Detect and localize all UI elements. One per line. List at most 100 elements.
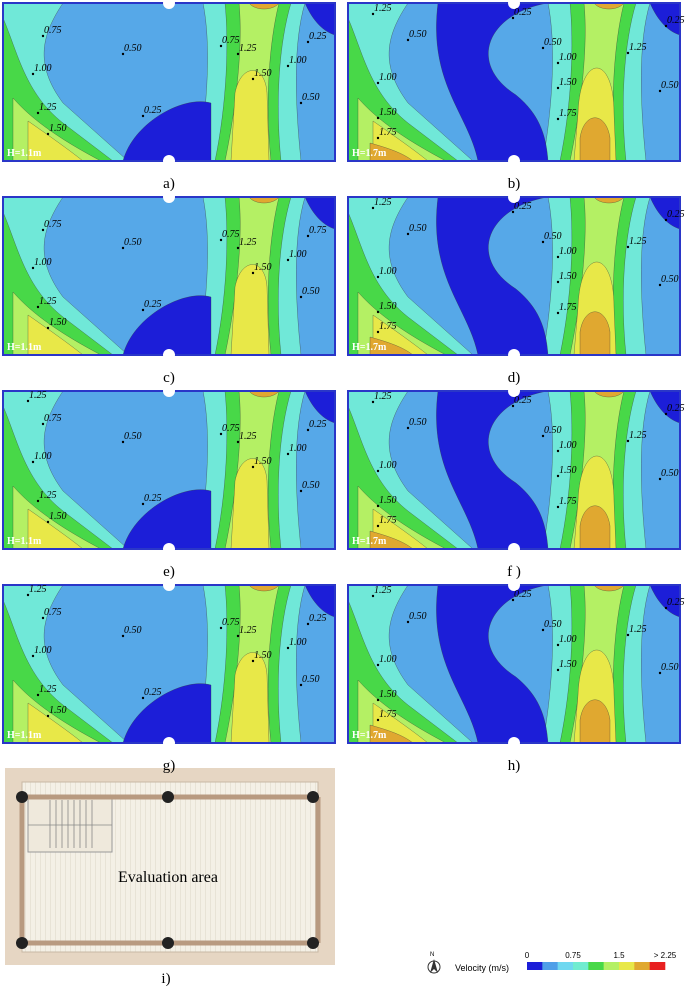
contour-label: 1.00 bbox=[289, 637, 307, 648]
legend-swatch bbox=[557, 962, 574, 970]
contour-label: 1.25 bbox=[374, 391, 392, 402]
contour-label: 0.25 bbox=[514, 7, 532, 18]
contour-region bbox=[122, 489, 212, 550]
contour-dot bbox=[371, 400, 375, 404]
contour-label: 0.50 bbox=[544, 37, 562, 48]
height-label: H=1.7m bbox=[352, 730, 387, 741]
contour-label: 1.00 bbox=[379, 654, 397, 665]
contour-region bbox=[122, 683, 212, 744]
contour-label: 1.50 bbox=[49, 705, 67, 716]
height-label: H=1.1m bbox=[7, 342, 42, 353]
contour-dot bbox=[121, 52, 125, 56]
contour-dot bbox=[511, 598, 515, 602]
contour-dot bbox=[31, 460, 35, 464]
legend-swatch bbox=[649, 962, 666, 970]
contour-region bbox=[579, 311, 611, 356]
contour-dot bbox=[299, 489, 303, 493]
contour-label: 0.25 bbox=[144, 299, 162, 310]
contour-dot bbox=[236, 246, 240, 250]
contour-dot bbox=[556, 255, 560, 259]
contour-label: 0.50 bbox=[409, 611, 427, 622]
legend: N Velocity (m/s) 0 0.75 1.5 > 2.25 bbox=[427, 951, 677, 974]
contour-dot bbox=[658, 89, 662, 93]
contour-label: 0.75 bbox=[44, 413, 62, 424]
contour-label: 1.25 bbox=[374, 585, 392, 596]
contour-label: 0.50 bbox=[302, 674, 320, 685]
contour-dot bbox=[556, 117, 560, 121]
contour-dot bbox=[306, 234, 310, 238]
contour-label: 1.75 bbox=[379, 515, 397, 526]
legend-tick: 0.75 bbox=[565, 951, 581, 960]
contour-label: 0.50 bbox=[409, 223, 427, 234]
contour-panel: 1.25 0.25 0.50 0.50 1.00 1.25 0.25 1.00 1.50 0.50… bbox=[347, 579, 685, 749]
contour-label: 1.50 bbox=[559, 659, 577, 670]
contour-label: 0.50 bbox=[661, 662, 679, 673]
contour-region bbox=[579, 505, 611, 550]
contour-dot bbox=[251, 659, 255, 663]
contour-label: 0.75 bbox=[222, 229, 240, 240]
contour-label: 1.00 bbox=[379, 266, 397, 277]
contour-label: 1.75 bbox=[379, 127, 397, 138]
notch bbox=[508, 385, 520, 397]
contour-label: 0.25 bbox=[144, 687, 162, 698]
contour-label: 0.25 bbox=[309, 613, 327, 624]
contour-dot bbox=[286, 64, 290, 68]
contour-dot bbox=[556, 474, 560, 478]
panel-label: a) bbox=[163, 176, 175, 192]
contour-label: 1.75 bbox=[559, 496, 577, 507]
panel-label: d) bbox=[508, 370, 521, 386]
notch bbox=[508, 191, 520, 203]
contour-panel: 0.750.500.751.251.000.251.500.501.000.25… bbox=[2, 579, 336, 749]
contour-label: 1.25 bbox=[629, 42, 647, 53]
contour-dot bbox=[556, 668, 560, 672]
contour-dot bbox=[556, 280, 560, 284]
contour-dot bbox=[406, 38, 410, 42]
contour-label: 0.50 bbox=[544, 425, 562, 436]
contour-dot bbox=[511, 16, 515, 20]
legend-swatch bbox=[619, 962, 635, 970]
contour-label: 0.50 bbox=[409, 417, 427, 428]
contour-dot bbox=[376, 663, 380, 667]
panel-label: g) bbox=[163, 758, 176, 774]
contour-dot bbox=[121, 634, 125, 638]
notch bbox=[508, 737, 520, 749]
contour-label: 1.25 bbox=[239, 43, 257, 54]
contour-label: 1.25 bbox=[39, 296, 57, 307]
contour-label: 1.00 bbox=[34, 63, 52, 74]
legend-swatch bbox=[527, 962, 543, 970]
contour-dot bbox=[251, 465, 255, 469]
contour-label: 1.75 bbox=[379, 709, 397, 720]
contour-dot bbox=[406, 232, 410, 236]
contour-dot bbox=[376, 469, 380, 473]
contour-dot bbox=[299, 295, 303, 299]
contour-dot bbox=[141, 308, 145, 312]
contour-dot bbox=[626, 51, 630, 55]
contour-dot bbox=[251, 77, 255, 81]
contour-label: 1.00 bbox=[34, 451, 52, 462]
contour-dot bbox=[511, 404, 515, 408]
contour-dot bbox=[664, 412, 668, 416]
contour-dot bbox=[376, 330, 380, 334]
contour-dot bbox=[236, 52, 240, 56]
contour-dot bbox=[306, 428, 310, 432]
notch bbox=[163, 543, 175, 555]
contour-dot bbox=[376, 116, 380, 120]
contour-label: 1.25 bbox=[374, 3, 392, 14]
contour-label: 0.75 bbox=[44, 219, 62, 230]
contour-label: 0.25 bbox=[667, 209, 685, 220]
contour-label: 1.00 bbox=[34, 257, 52, 268]
contour-label: 0.50 bbox=[544, 619, 562, 630]
contour-label: 1.25 bbox=[39, 684, 57, 695]
notch bbox=[508, 579, 520, 591]
contour-label: 0.50 bbox=[124, 43, 142, 54]
legend-tick: > 2.25 bbox=[654, 951, 677, 960]
contour-dot bbox=[376, 275, 380, 279]
contour-label: 1.50 bbox=[254, 262, 272, 273]
north-label: N bbox=[430, 952, 434, 958]
contour-dot bbox=[511, 210, 515, 214]
legend-title: Velocity (m/s) bbox=[455, 963, 509, 973]
contour-label: 1.50 bbox=[254, 456, 272, 467]
contour-dot bbox=[36, 111, 40, 115]
contour-label: 0.25 bbox=[667, 15, 685, 26]
contour-label: 1.25 bbox=[29, 584, 47, 595]
